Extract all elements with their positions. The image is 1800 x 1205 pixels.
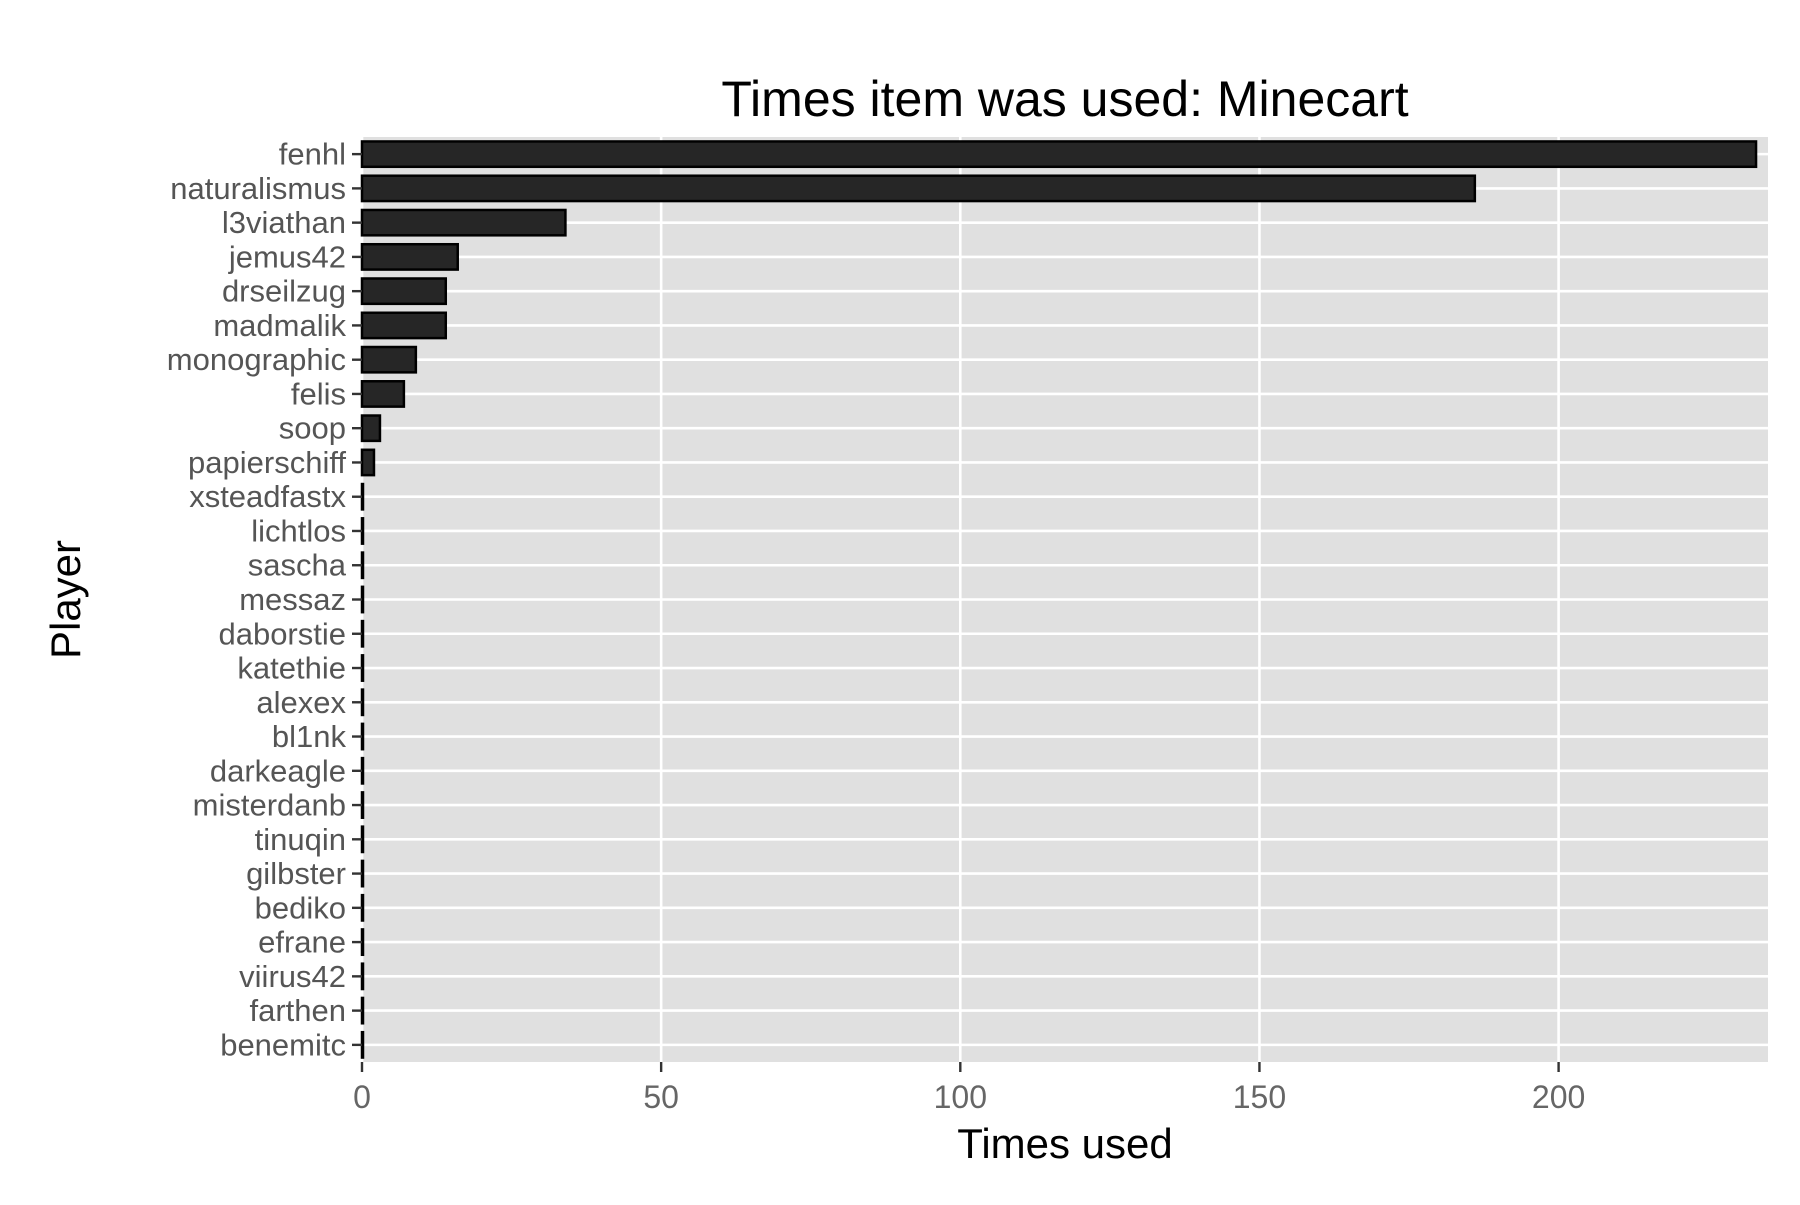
- bar-tinuqin: [360, 825, 365, 854]
- y-tick-label: l3viathan: [222, 205, 346, 240]
- x-tick-label: 150: [1233, 1079, 1286, 1115]
- bar-drseilzug: [360, 277, 448, 306]
- y-tick-label: sascha: [248, 548, 347, 583]
- bar-madmalik: [360, 311, 448, 340]
- y-axis-title: Player: [42, 540, 89, 659]
- bar-benemitc: [360, 1030, 365, 1059]
- y-tick-label: xsteadfastx: [189, 479, 346, 514]
- bar-katethie: [360, 654, 365, 682]
- y-tick-label: tinuqin: [255, 822, 346, 857]
- y-tick-label: naturalismus: [170, 171, 346, 206]
- y-tick-label: darkeagle: [210, 753, 346, 788]
- bar-monographic: [360, 345, 418, 374]
- chart-title: Times item was used: Minecart: [721, 71, 1408, 127]
- y-tick-label: katethie: [237, 651, 346, 686]
- y-tick-label: farthen: [249, 993, 346, 1028]
- bar-alexex: [360, 688, 365, 717]
- y-tick-label: benemitc: [220, 1027, 346, 1062]
- y-tick-label: gilbster: [246, 856, 346, 891]
- bar-xsteadfastx: [360, 482, 365, 511]
- bar-fenhl: [360, 140, 1758, 169]
- grid-lines: [360, 137, 1768, 1062]
- bar-efrane: [360, 928, 365, 957]
- bar-bediko: [360, 893, 365, 922]
- bar-naturalismus: [360, 174, 1477, 203]
- bar-papierschiff: [360, 448, 376, 477]
- y-tick-label: jemus42: [228, 239, 346, 274]
- y-tick-label: monographic: [167, 342, 346, 377]
- bar-messaz: [360, 585, 365, 614]
- y-tick-label: lichtlos: [251, 513, 346, 548]
- y-tick-label: bl1nk: [272, 719, 347, 754]
- x-tick-label: 50: [643, 1079, 679, 1115]
- x-axis-title: Times used: [957, 1120, 1173, 1167]
- y-tick-label: soop: [279, 411, 346, 446]
- x-tick-label: 200: [1532, 1079, 1585, 1115]
- y-tick-label: alexex: [256, 685, 346, 720]
- y-tick-label: efrane: [258, 925, 346, 960]
- bar-darkeagle: [360, 756, 365, 785]
- y-tick-label: madmalik: [213, 308, 346, 343]
- bar-gilbster: [360, 859, 365, 888]
- bar-jemus42: [360, 242, 459, 271]
- bars: [360, 140, 1758, 1059]
- bar-viirus42: [360, 962, 365, 991]
- y-tick-label: papierschiff: [188, 445, 346, 480]
- bar-felis: [360, 380, 406, 408]
- y-tick-label: daborstie: [218, 616, 346, 651]
- y-tick-label: misterdanb: [193, 788, 346, 823]
- x-tick-label: 0: [353, 1079, 371, 1115]
- bar-daborstie: [360, 619, 365, 648]
- y-tick-label: bediko: [255, 890, 346, 925]
- y-tick-label: fenhl: [279, 137, 346, 172]
- bar-sascha: [360, 551, 365, 580]
- bar-l3viathan: [360, 208, 567, 237]
- y-tick-label: messaz: [239, 582, 346, 617]
- bar-misterdanb: [360, 791, 365, 819]
- y-tick-label: felis: [291, 376, 346, 411]
- bar-soop: [360, 414, 382, 443]
- bar-farthen: [360, 996, 365, 1025]
- y-tick-label: viirus42: [239, 959, 346, 994]
- axes: fenhlnaturalismusl3viathanjemus42drseilz…: [167, 137, 1586, 1115]
- y-tick-label: drseilzug: [222, 274, 346, 309]
- x-tick-label: 100: [934, 1079, 987, 1115]
- bar-bl1nk: [360, 722, 365, 751]
- bar-lichtlos: [360, 517, 365, 545]
